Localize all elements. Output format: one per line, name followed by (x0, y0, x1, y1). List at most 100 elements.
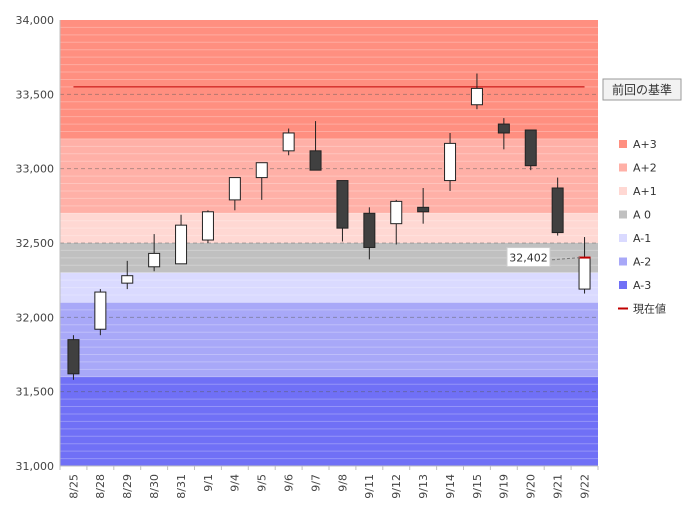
legend-label: A-2 (633, 256, 651, 269)
x-tick-label: 9/15 (471, 474, 484, 499)
current-value-text: 32,402 (509, 252, 548, 265)
candle-body-up (390, 200, 403, 225)
x-tick-label: 9/4 (229, 474, 242, 492)
x-tick-label: 9/5 (256, 474, 269, 492)
legend-label: A+1 (633, 185, 657, 198)
x-tick-label: 9/20 (525, 474, 538, 499)
candle-body-down (524, 129, 537, 167)
candle-body-up (201, 211, 214, 241)
legend-item: A-3 (619, 279, 651, 292)
x-tick-label: 9/12 (390, 474, 403, 499)
x-tick-label: 8/29 (121, 474, 134, 499)
legend-item: 現在値 (618, 303, 666, 316)
candle-body-up (121, 275, 134, 284)
candle (551, 177, 564, 236)
legend-item: A+3 (619, 138, 657, 151)
candle (121, 260, 134, 290)
candle (228, 177, 241, 211)
candle-body-up (175, 224, 188, 265)
x-tick-label: 9/6 (283, 474, 296, 492)
x-tick-label: 9/1 (202, 474, 215, 492)
x-tick-label: 9/7 (309, 474, 322, 492)
band-aminus2 (60, 302, 598, 377)
reference-label-text: 前回の基準 (612, 82, 672, 97)
reference-label-box (602, 78, 682, 101)
candle-body-up (255, 162, 268, 179)
y-tick-label: 32,500 (16, 237, 55, 250)
candle (201, 210, 214, 243)
candle-body-down (417, 206, 430, 213)
current-value-callout: 32,402 (506, 247, 551, 268)
candle (282, 128, 295, 156)
x-tick-label: 8/31 (175, 474, 188, 499)
legend-label: A+2 (633, 162, 657, 175)
candle (309, 121, 322, 171)
candle-body-down (497, 123, 510, 134)
candle (417, 187, 430, 224)
x-tick-label: 9/14 (444, 474, 457, 499)
legend-swatch (619, 140, 627, 148)
legend-item: A 0 (619, 209, 651, 222)
y-tick-label: 31,000 (16, 460, 55, 473)
legend-swatch (619, 234, 627, 242)
candle-body-up (444, 142, 457, 182)
legend-label: A-1 (633, 232, 651, 245)
y-tick-label: 33,500 (16, 88, 55, 101)
candle (175, 214, 188, 265)
candle (148, 234, 161, 272)
legend-item: A-2 (619, 256, 651, 269)
band-aminus3 (60, 376, 598, 466)
candle-body-up (228, 177, 241, 201)
current-value-box (506, 247, 551, 268)
y-tick-label: 33,000 (16, 163, 55, 176)
candle (444, 132, 457, 191)
candle (470, 73, 483, 110)
candle-body-down (336, 180, 349, 229)
x-tick-label: 9/13 (417, 474, 430, 499)
x-tick-label: 9/21 (552, 474, 565, 499)
legend-label: 現在値 (633, 303, 666, 316)
candle-body-down (551, 187, 564, 234)
x-tick-label: 8/28 (94, 474, 107, 499)
candle-body-down (309, 150, 322, 171)
legend-swatch (619, 281, 627, 289)
band-aplus2 (60, 138, 598, 214)
candle-body-down (363, 212, 376, 248)
candle (363, 207, 376, 260)
candle (255, 162, 268, 200)
candle (497, 118, 510, 150)
legend-label: A-3 (633, 279, 651, 292)
x-tick-label: 9/8 (336, 474, 349, 492)
candle-body-up (148, 252, 161, 268)
legend-swatch (619, 163, 627, 172)
candle (67, 335, 80, 380)
x-tick-label: 8/25 (67, 474, 80, 499)
candle-body-up (470, 87, 483, 106)
band-aplus1 (60, 213, 598, 243)
legend-item: A+2 (619, 162, 657, 175)
legend-swatch (619, 187, 627, 195)
x-tick-label: 9/22 (578, 474, 591, 499)
candle (336, 180, 349, 242)
candle-body-down (67, 339, 80, 375)
y-tick-label: 32,000 (16, 311, 55, 324)
x-tick-label: 9/11 (363, 474, 376, 499)
legend-label: A+3 (633, 138, 657, 151)
legend-item: A+1 (619, 185, 657, 198)
legend-swatch (619, 257, 627, 266)
candle-body-up (578, 257, 591, 290)
x-tick-label: 9/19 (498, 474, 511, 499)
legend-item: A-1 (619, 232, 651, 245)
candle (524, 129, 537, 171)
candle (390, 199, 403, 245)
y-tick-label: 34,000 (16, 14, 55, 27)
band-aminus1 (60, 272, 598, 303)
legend-swatch (619, 210, 627, 219)
x-tick-label: 8/30 (148, 474, 161, 499)
candle-body-up (282, 132, 295, 152)
candle (94, 289, 107, 336)
y-tick-label: 31,500 (16, 386, 55, 399)
band-aplus3 (60, 20, 598, 139)
